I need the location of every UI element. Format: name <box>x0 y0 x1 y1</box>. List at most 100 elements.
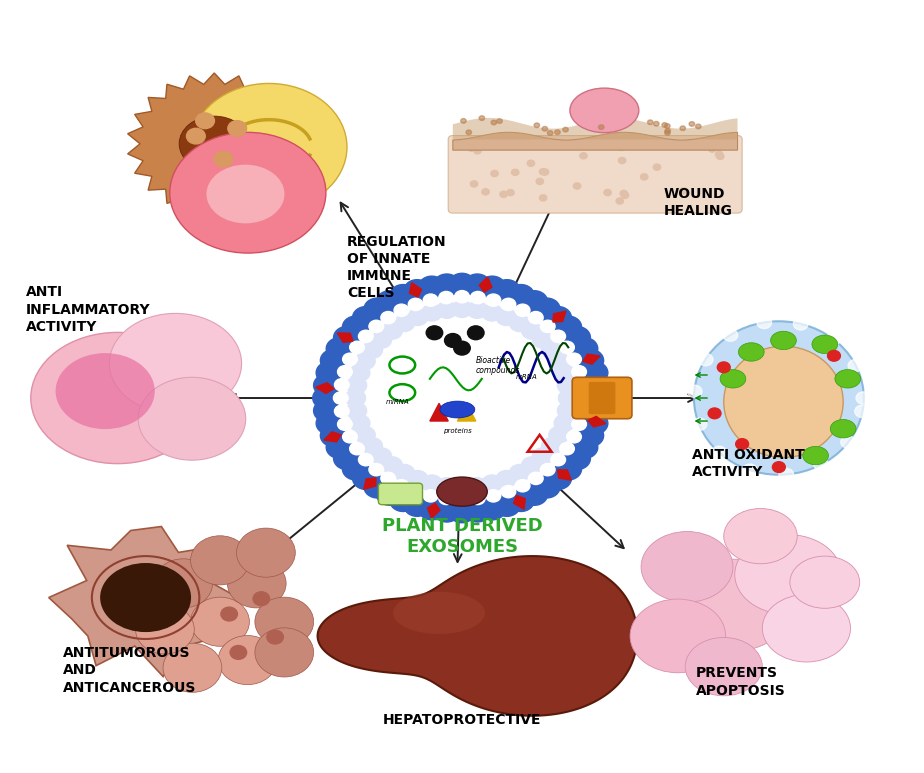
Circle shape <box>794 318 808 330</box>
Circle shape <box>343 458 369 480</box>
Circle shape <box>574 183 580 189</box>
Circle shape <box>486 490 501 502</box>
Text: mRNA: mRNA <box>516 374 537 380</box>
Circle shape <box>464 141 471 148</box>
Circle shape <box>856 392 870 404</box>
Circle shape <box>359 330 373 342</box>
Circle shape <box>468 326 484 339</box>
Circle shape <box>545 467 571 489</box>
Circle shape <box>491 171 498 176</box>
Circle shape <box>814 458 829 471</box>
Circle shape <box>736 439 748 449</box>
Ellipse shape <box>109 313 241 414</box>
FancyBboxPatch shape <box>572 377 632 419</box>
Circle shape <box>470 181 478 187</box>
Circle shape <box>190 598 249 646</box>
Text: ANTI OXIDANT
ACTIVITY: ANTI OXIDANT ACTIVITY <box>691 448 805 479</box>
Circle shape <box>326 436 353 458</box>
Polygon shape <box>128 73 301 215</box>
Circle shape <box>334 326 360 349</box>
Ellipse shape <box>139 377 246 460</box>
Circle shape <box>482 189 489 195</box>
Circle shape <box>452 478 472 495</box>
Circle shape <box>512 169 519 175</box>
Circle shape <box>321 349 347 372</box>
Ellipse shape <box>674 559 793 652</box>
Circle shape <box>343 431 358 443</box>
Circle shape <box>577 424 603 447</box>
Circle shape <box>584 374 611 397</box>
Ellipse shape <box>570 88 638 133</box>
Circle shape <box>509 465 529 482</box>
Circle shape <box>444 333 461 347</box>
Circle shape <box>564 326 590 349</box>
Circle shape <box>640 174 648 180</box>
Circle shape <box>404 280 431 302</box>
Circle shape <box>579 153 587 158</box>
Text: REGULATION
OF INNATE
IMMUNE
CELLS: REGULATION OF INNATE IMMUNE CELLS <box>347 234 447 301</box>
Polygon shape <box>514 495 525 509</box>
Circle shape <box>501 298 516 311</box>
Circle shape <box>394 479 408 492</box>
FancyBboxPatch shape <box>379 483 422 505</box>
Circle shape <box>533 298 560 320</box>
Circle shape <box>480 116 484 121</box>
Circle shape <box>549 352 569 369</box>
Circle shape <box>468 145 475 152</box>
Circle shape <box>422 304 442 321</box>
Circle shape <box>390 489 417 512</box>
Circle shape <box>214 152 233 167</box>
Polygon shape <box>480 277 492 292</box>
Circle shape <box>575 379 590 391</box>
Circle shape <box>618 158 626 164</box>
Circle shape <box>516 479 530 492</box>
Circle shape <box>571 338 598 360</box>
Circle shape <box>648 120 653 124</box>
Circle shape <box>419 276 445 298</box>
Circle shape <box>551 454 565 466</box>
Circle shape <box>371 448 392 465</box>
Circle shape <box>433 500 460 522</box>
Circle shape <box>369 320 383 332</box>
Circle shape <box>507 489 534 512</box>
Circle shape <box>313 374 340 397</box>
Circle shape <box>664 124 670 128</box>
Circle shape <box>841 436 856 448</box>
Circle shape <box>723 329 737 342</box>
Polygon shape <box>583 354 600 364</box>
Polygon shape <box>588 417 606 427</box>
FancyBboxPatch shape <box>589 382 615 414</box>
Circle shape <box>541 342 562 359</box>
Circle shape <box>541 320 555 332</box>
Circle shape <box>371 332 392 348</box>
Circle shape <box>343 316 369 339</box>
Circle shape <box>572 366 587 378</box>
Circle shape <box>326 338 353 360</box>
Circle shape <box>558 390 578 407</box>
Polygon shape <box>553 312 565 322</box>
Circle shape <box>566 431 581 443</box>
Circle shape <box>516 304 530 316</box>
Circle shape <box>680 126 686 131</box>
Polygon shape <box>457 404 476 421</box>
Circle shape <box>228 121 247 136</box>
Circle shape <box>522 322 541 339</box>
Text: WOUND
HEALING: WOUND HEALING <box>664 186 733 218</box>
Ellipse shape <box>191 83 347 211</box>
Circle shape <box>557 402 578 419</box>
Circle shape <box>474 148 481 154</box>
Circle shape <box>581 362 608 384</box>
Circle shape <box>464 274 491 296</box>
Circle shape <box>470 291 485 304</box>
Circle shape <box>439 291 454 304</box>
Circle shape <box>343 353 358 366</box>
Circle shape <box>855 405 869 417</box>
Ellipse shape <box>831 420 856 438</box>
Circle shape <box>581 412 608 434</box>
Circle shape <box>353 307 379 329</box>
Circle shape <box>521 291 548 313</box>
Circle shape <box>509 315 529 332</box>
Circle shape <box>772 461 785 472</box>
Circle shape <box>255 628 313 677</box>
Circle shape <box>369 464 383 476</box>
